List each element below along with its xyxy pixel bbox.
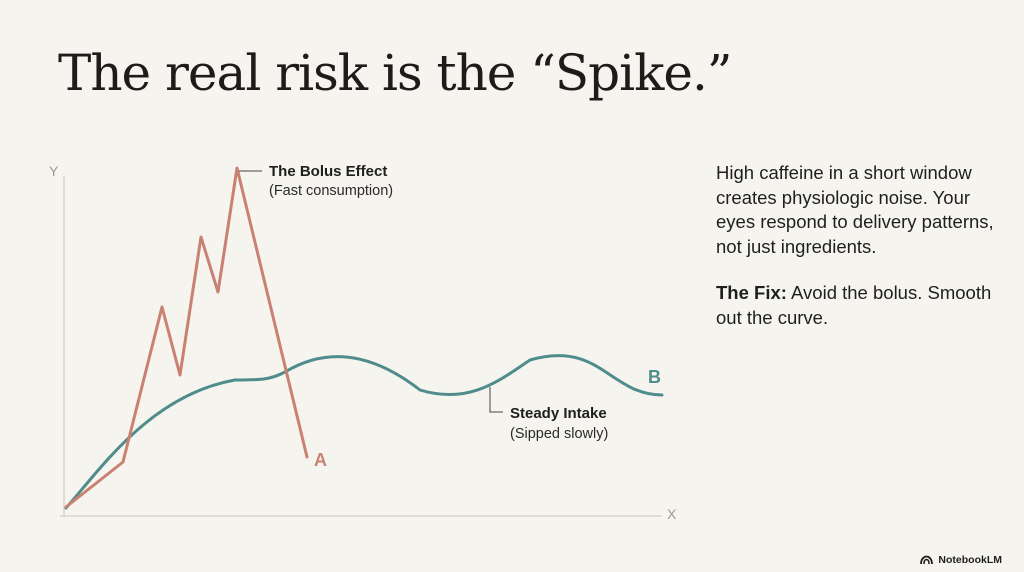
- steady-annotation-label: Steady Intake: [510, 405, 607, 422]
- bolus-annotation-sublabel: (Fast consumption): [269, 183, 393, 199]
- bolus-annotation-label: The Bolus Effect: [269, 163, 387, 180]
- brand-name: NotebookLM: [938, 554, 1002, 566]
- fix-text: Avoid the bolus. Smooth out the curve.: [716, 282, 992, 328]
- series-a-line: [64, 166, 309, 509]
- brand-badge: NotebookLM: [920, 554, 1002, 566]
- y-axis-label: Y: [49, 163, 59, 179]
- explanation-paragraph: High caffeine in a short window creates …: [716, 162, 994, 257]
- fix-label: The Fix:: [716, 282, 787, 303]
- notebooklm-logo-icon: [920, 555, 934, 565]
- steady-annotation-sublabel: (Sipped slowly): [510, 426, 608, 442]
- explanation-panel: High caffeine in a short window creates …: [716, 161, 996, 330]
- series-a-end-label: A: [314, 450, 327, 470]
- page-title: The real risk is the “Spike.”: [58, 44, 732, 102]
- x-axis-label: X: [667, 506, 677, 522]
- steady-annotation-leader: [489, 387, 503, 413]
- series-b-line: [64, 354, 664, 510]
- fix-paragraph: The Fix: Avoid the bolus. Smooth out the…: [716, 281, 996, 330]
- series-b-end-label: B: [648, 367, 661, 387]
